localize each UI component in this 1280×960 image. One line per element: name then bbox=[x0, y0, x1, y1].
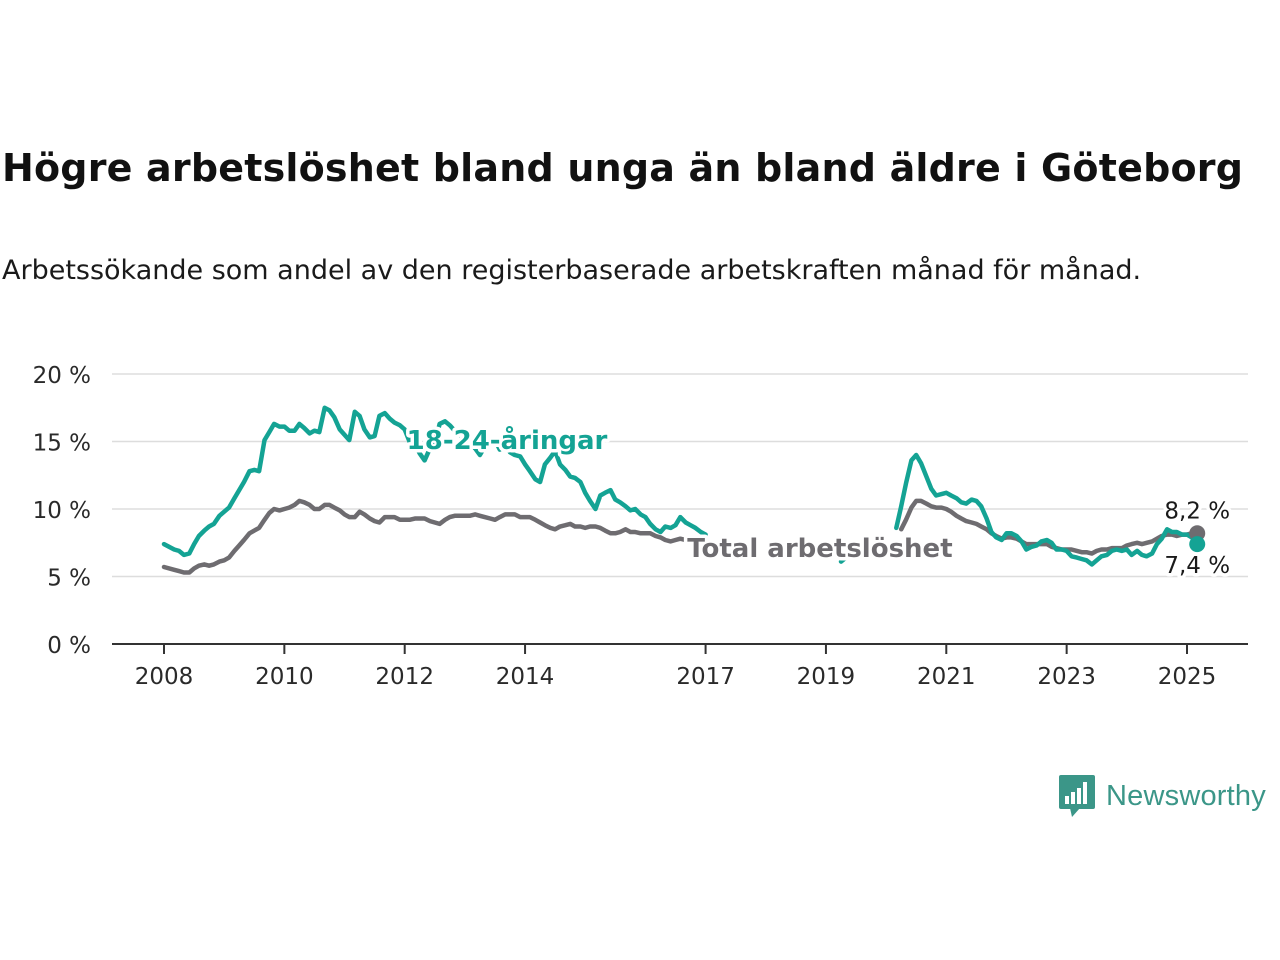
newsworthy-logo: Newsworthy bbox=[1058, 774, 1266, 818]
youth-series-line bbox=[894, 452, 1200, 567]
total-end-value: 8,2 % bbox=[1164, 498, 1230, 524]
bar-chart-speech-bubble-icon bbox=[1059, 775, 1095, 817]
y-tick-label: 15 % bbox=[33, 431, 91, 457]
x-tick-label: 2017 bbox=[676, 664, 735, 690]
x-tick-label: 2012 bbox=[375, 664, 434, 690]
y-tick-label: 5 % bbox=[47, 566, 91, 592]
page-subtitle: Arbetssökande som andel av den registerb… bbox=[2, 255, 1142, 286]
grid-lines bbox=[112, 373, 1248, 578]
logo-text: Newsworthy bbox=[1106, 779, 1266, 812]
youth-endpoint bbox=[1189, 536, 1206, 553]
x-tick-label: 2025 bbox=[1158, 664, 1217, 690]
youth-series-line bbox=[838, 555, 849, 564]
x-tick-label: 2010 bbox=[255, 664, 314, 690]
x-tick-label: 2019 bbox=[797, 664, 856, 690]
total-series-line bbox=[161, 498, 708, 575]
series-label: Total arbetslöshet bbox=[687, 534, 952, 564]
series-lines bbox=[161, 405, 1206, 575]
y-tick-label: 0 % bbox=[47, 633, 91, 659]
series-label: 18-24-åringar bbox=[407, 424, 608, 456]
x-tick-label: 2023 bbox=[1037, 664, 1096, 690]
page-title: Högre arbetslöshet bland unga än bland ä… bbox=[2, 146, 1244, 190]
chart-labels: 8,2 % 7,4 % 18-24-åringar Total arbetslöshe… bbox=[403, 421, 1233, 583]
x-tick-label: 2008 bbox=[135, 664, 194, 690]
x-tick-label: 2021 bbox=[917, 664, 976, 690]
youth-series-line bbox=[161, 405, 708, 558]
total-series-line bbox=[898, 498, 1200, 556]
y-tick-label: 10 % bbox=[33, 498, 91, 524]
x-tick-label: 2014 bbox=[496, 664, 555, 690]
y-tick-label: 20 % bbox=[33, 363, 91, 389]
youth-end-value: 7,4 % bbox=[1164, 553, 1230, 579]
x-axis: 2008 2010 2012 2014 2017 2019 2021 2023 2025 bbox=[112, 643, 1248, 690]
y-axis-ticks: 0 % 5 % 10 % 15 % 20 % bbox=[33, 363, 91, 659]
